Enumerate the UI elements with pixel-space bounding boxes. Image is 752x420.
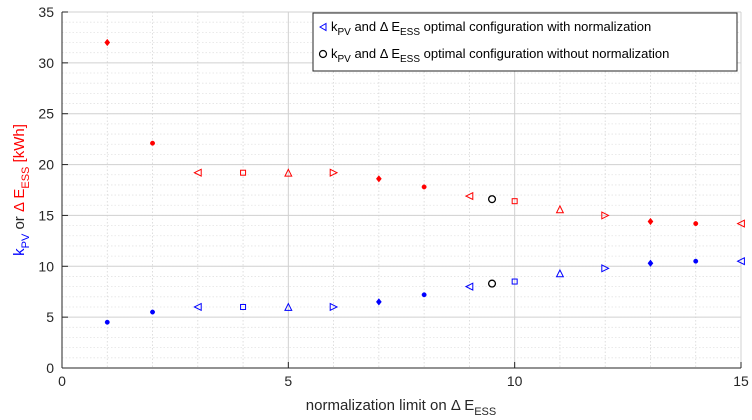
data-point <box>511 278 518 285</box>
data-point <box>421 184 427 190</box>
legend-entry-with-normalization: kPV and Δ EESS optimal configuration wit… <box>331 19 651 38</box>
data-point <box>555 268 565 278</box>
x-axis-label: normalization limit on Δ EESS <box>306 397 496 418</box>
data-point <box>647 217 654 226</box>
data-point <box>104 38 111 47</box>
y-tick-label: 0 <box>46 360 54 376</box>
data-point <box>240 303 247 310</box>
data-point <box>284 302 293 311</box>
y-tick-label: 30 <box>38 55 54 71</box>
data-point <box>555 204 565 214</box>
data-point <box>736 256 745 266</box>
data-point <box>284 168 293 177</box>
axes <box>61 11 742 369</box>
data-point <box>240 169 247 176</box>
legend-entry-without-normalization: kPV and Δ EESS optimal configuration wit… <box>331 46 669 65</box>
data-point <box>693 258 699 264</box>
legend-marker-without-normalization <box>318 49 328 59</box>
data-point <box>193 302 202 312</box>
data-points <box>104 38 745 325</box>
data-point <box>376 175 382 183</box>
data-point <box>601 211 610 220</box>
data-point <box>736 219 745 228</box>
data-point <box>150 309 155 315</box>
data-point <box>647 259 654 267</box>
x-tick-label: 10 <box>507 373 523 389</box>
legend: kPV and Δ EESS optimal configuration wit… <box>312 12 738 72</box>
data-point <box>104 319 110 325</box>
y-tick-label: 15 <box>38 207 54 223</box>
data-point <box>601 264 610 273</box>
tick-labels: 0 5 10 15 0 5 10 15 20 25 30 35 <box>38 4 749 389</box>
data-point <box>693 221 699 227</box>
x-tick-label: 15 <box>733 373 749 389</box>
y-tick-label: 10 <box>38 258 54 274</box>
data-point <box>329 168 339 177</box>
data-point <box>421 292 427 298</box>
data-point <box>487 279 497 288</box>
y-label-kpv: k <box>11 248 28 256</box>
y-label-eess: Δ E <box>11 189 28 212</box>
x-tick-label: 5 <box>284 373 292 389</box>
data-point <box>511 198 518 205</box>
data-point <box>464 282 474 291</box>
data-point <box>464 191 474 201</box>
data-point <box>150 140 155 146</box>
grid <box>61 11 742 369</box>
data-point <box>376 298 382 306</box>
data-point <box>329 302 339 312</box>
y-tick-label: 25 <box>38 106 54 122</box>
data-point <box>193 168 202 177</box>
y-tick-label: 5 <box>46 309 54 325</box>
y-tick-label: 20 <box>38 157 54 173</box>
x-tick-label: 0 <box>58 373 66 389</box>
legend-box <box>312 12 738 72</box>
legend-marker-with-normalization <box>319 22 327 32</box>
data-point <box>487 195 497 204</box>
y-axis-label: kPV or Δ EESS [kWh] <box>11 124 32 256</box>
y-tick-label: 35 <box>38 4 54 20</box>
